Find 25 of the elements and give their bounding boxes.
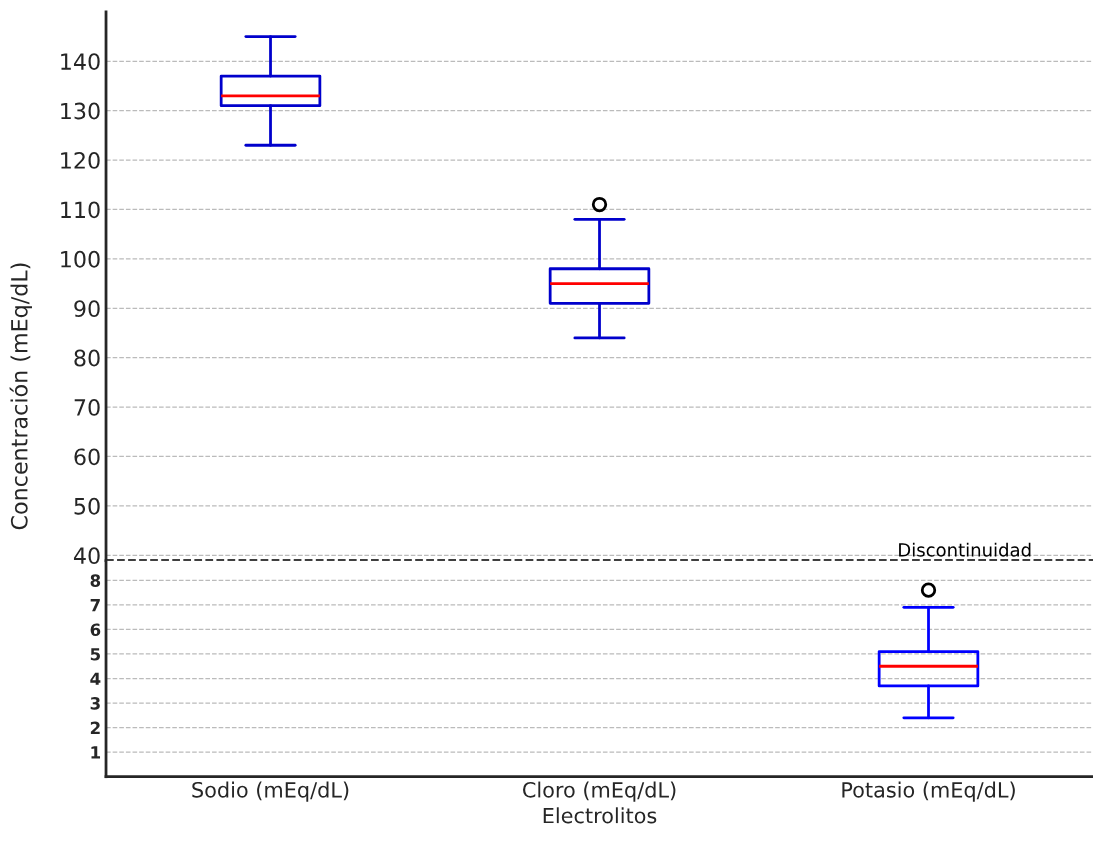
y-axis-title: Concentración (mEq/dL) — [9, 263, 32, 530]
y-tick-label: 60 — [74, 448, 100, 466]
y-tick-label: 100 — [61, 250, 100, 268]
y-tick-label: 5 — [90, 648, 100, 661]
y-tick-label: 110 — [61, 201, 100, 219]
ref-line-label: Discontinuidad — [899, 542, 1031, 557]
y-tick-label: 50 — [74, 497, 100, 515]
y-tick-label: 8 — [90, 574, 101, 587]
y-tick-label: 2 — [90, 721, 100, 734]
y-tick-label: 1 — [91, 746, 101, 759]
y-tick-label: 120 — [61, 152, 100, 169]
x-tick-label: Potasio (mEq/dL) — [842, 781, 1015, 802]
x-tick-label: Cloro (mEq/dL) — [523, 781, 676, 802]
y-tick-label: 70 — [74, 399, 100, 416]
y-tick-label: 6 — [90, 623, 101, 637]
y-tick-label: 3 — [90, 697, 100, 710]
y-tick-label: 130 — [61, 102, 100, 120]
y-tick-label: 40 — [73, 547, 100, 565]
y-tick-label: 7 — [90, 599, 100, 612]
x-tick-label: Sodio (mEq/dL) — [192, 781, 349, 802]
y-tick-label: 4 — [90, 672, 101, 685]
y-tick-label: 90 — [74, 300, 100, 318]
x-axis-title: Electrolitos — [543, 807, 657, 824]
y-tick-label: 140 — [61, 53, 100, 71]
y-tick-label: 80 — [74, 349, 100, 367]
